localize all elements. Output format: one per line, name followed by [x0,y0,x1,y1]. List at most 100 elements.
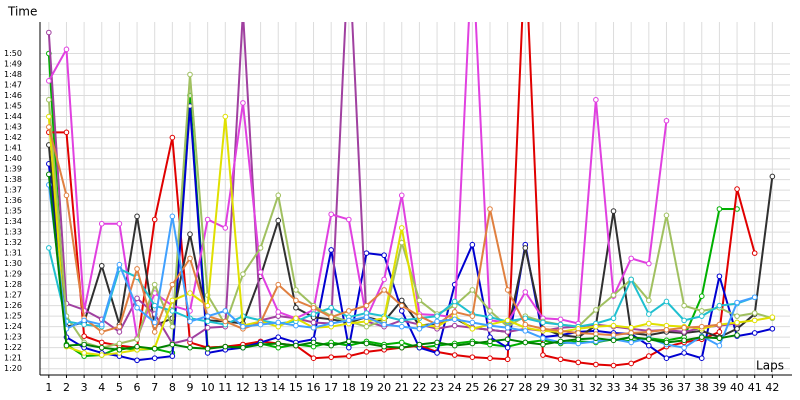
data-point [646,320,652,327]
data-point [716,335,723,342]
data-point [469,340,476,347]
x-tick-label: 19 [359,381,373,394]
x-tick-label: 36 [659,381,673,394]
x-tick-label: 41 [748,381,762,394]
data-point [134,304,140,311]
data-point [734,299,740,306]
series-layer [46,22,776,369]
data-point [275,309,282,315]
data-point [63,192,70,199]
data-point [575,336,582,343]
data-point [98,220,105,227]
x-tick-label: 28 [518,381,532,394]
x-axis-title: Laps [756,359,784,373]
data-point [557,328,564,334]
data-point [575,330,582,336]
data-point [734,313,740,319]
data-point [646,336,652,343]
data-point [504,287,511,293]
data-point [663,339,670,346]
data-point [716,321,723,328]
data-point [434,313,440,319]
data-point [169,281,176,288]
data-point [681,324,687,331]
series-line [47,116,773,357]
data-point [663,327,670,333]
data-point [663,355,670,361]
data-point [46,113,52,120]
data-point [275,192,282,199]
data-point [540,335,546,342]
data-point [522,328,529,334]
data-point [734,319,740,326]
data-point [681,337,687,344]
x-tick-label: 29 [536,381,550,394]
data-point [134,357,140,364]
x-tick-label: 31 [571,381,585,394]
y-tick-label: 1:44 [4,112,22,121]
x-tick-label: 21 [395,381,409,394]
data-point [293,297,299,304]
data-point [734,325,740,332]
data-point [575,359,582,366]
data-point [593,96,599,103]
data-point [398,317,405,324]
data-point [646,342,652,349]
data-point [293,342,299,349]
data-point [151,319,158,326]
data-point [487,322,493,329]
data-point [610,337,617,344]
x-tick-label: 4 [98,381,105,394]
data-point [240,271,246,277]
data-point [504,356,511,363]
data-point [169,134,176,141]
data-point [416,341,423,348]
data-point [81,341,87,348]
data-point [257,341,264,348]
x-tick-label: 15 [289,381,303,394]
data-point [151,281,158,288]
data-point [81,333,87,339]
data-point [46,124,52,130]
data-point [487,355,493,361]
data-point [46,245,52,251]
data-point [451,298,458,305]
data-point [593,307,599,313]
data-point [275,334,282,340]
data-point [187,336,193,343]
data-point [116,261,123,268]
data-point [751,250,758,256]
x-tick-label: 16 [307,381,321,394]
data-point [63,342,70,349]
data-point [610,292,617,298]
data-point [698,313,705,319]
data-point [363,349,370,355]
tick-labels: 1:201:21 1:221:23 1:241:25 1:261:27 1:281:29… [4,49,779,394]
data-point [275,217,282,224]
data-point [240,323,246,330]
data-point [769,325,776,332]
data-point [151,329,158,335]
data-point [469,354,476,360]
data-point [646,260,652,267]
data-point [522,289,529,295]
x-tick-label: 39 [712,381,726,394]
data-point [628,339,634,346]
data-point [381,252,387,259]
data-point [593,323,599,330]
data-point [487,314,493,321]
data-point [346,353,352,359]
data-point [504,324,511,331]
data-point [240,344,246,351]
data-point [310,355,317,361]
y-tick-label: 1:49 [4,60,22,69]
data-point [204,318,211,325]
x-tick-label: 40 [730,381,744,394]
data-point [204,313,211,319]
x-tick-label: 8 [169,381,176,394]
data-point [451,316,458,323]
data-point [98,339,105,346]
data-point [398,339,405,346]
x-tick-label: 11 [218,381,232,394]
y-tick-label: 1:21 [4,354,22,363]
